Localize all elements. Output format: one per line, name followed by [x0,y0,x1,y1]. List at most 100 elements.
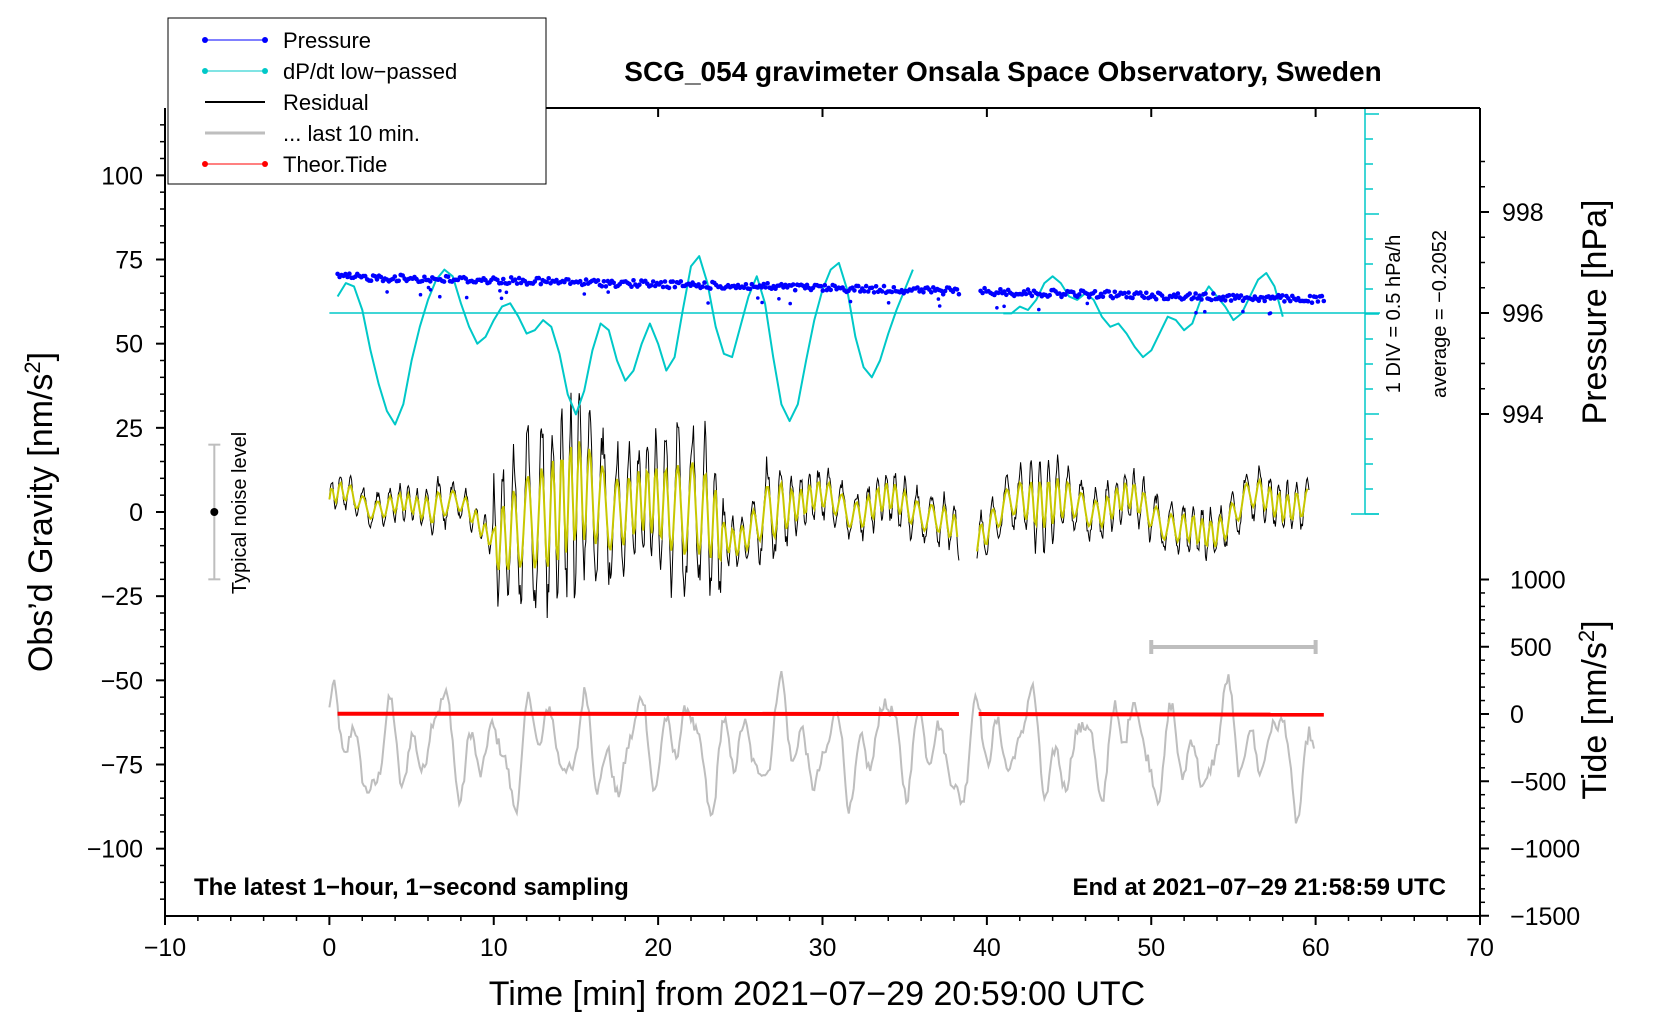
pressure-point [1084,291,1090,297]
pressure-point [1112,289,1118,295]
pressure-point [1126,290,1131,295]
series-residual-part2-smoothed [976,477,1309,552]
series-residual-part2 [976,454,1310,561]
pressure-point [1305,299,1311,304]
pressure-point [441,279,447,284]
pressure-axis-ticks: 998 996 994 [1480,160,1544,429]
tide-tick-label: 1000 [1510,567,1566,595]
pressure-point [1220,294,1226,300]
pressure-outlier [438,294,442,299]
note-sampling: The latest 1−hour, 1−second sampling [194,874,629,901]
legend-marker-tide [262,161,268,167]
pressure-point [577,278,583,284]
pressure-tick-label: 996 [1502,300,1544,328]
pressure-point [660,284,666,290]
pressure-point [1211,291,1216,296]
series-last-10-min [328,670,1315,824]
pressure-point [362,273,368,279]
chart-title: SCG_054 gravimeter Onsala Space Observat… [624,56,1381,87]
pressure-point [1321,298,1327,304]
pressure-point [881,283,887,289]
pressure-point [378,274,384,280]
pressure-point [1122,290,1127,296]
noise-level-indicator [208,443,221,581]
pressure-point [873,284,879,289]
pressure-point [856,283,861,289]
pressure-point [818,283,824,289]
pressure-point [891,285,897,290]
pressure-point [921,290,926,295]
pressure-point [658,280,664,285]
pressure-point [1144,290,1149,296]
pressure-point [996,290,1001,296]
pressure-point [512,277,518,283]
pressure-point [1228,298,1234,303]
pressure-point [648,283,654,288]
pressure-point [863,283,869,289]
legend-label-dpdt: dP/dt low−passed [283,59,457,84]
pressure-point [1175,291,1181,296]
pressure-outlier [582,292,587,296]
pressure-point [601,279,607,284]
pressure-point [631,278,636,283]
pressure-outlier [426,285,431,290]
y-tick-label: 25 [115,415,143,443]
pressure-outlier [1085,301,1090,306]
pressure-point [1238,293,1244,298]
note-end-time: End at 2021−07−29 21:58:59 UTC [1072,874,1446,901]
pressure-point [1002,289,1007,294]
pressure-point [1047,292,1052,298]
pressure-point [871,290,877,295]
x-tick-label: 20 [644,934,672,962]
x-tick-label: 0 [322,934,336,962]
pressure-point [1130,295,1135,301]
y-tick-label: −25 [101,583,143,611]
pressure-point [1209,297,1214,303]
pressure-point [1256,298,1262,304]
pressure-point [1309,300,1315,306]
series-tide-part2 [978,712,1324,717]
pressure-point [374,277,380,282]
pressure-point [759,285,764,290]
pressure-point [583,277,589,282]
pressure-point [1029,293,1035,299]
pressure-point [611,280,616,286]
pressure-point [392,274,398,279]
pressure-point [629,284,634,290]
pressure-point [1110,295,1116,301]
pressure-point [954,287,960,292]
pressure-point [347,271,352,277]
x-axis-title: Time [min] from 2021−07−29 20:59:00 UTC [489,975,1145,1013]
pressure-point [554,277,559,283]
pressure-point [522,278,528,284]
pressure-outlier [504,290,509,295]
pressure-outlier [1002,304,1006,309]
pressure-point [865,289,871,294]
pressure-point [852,288,857,293]
pressure-point [546,276,551,281]
pressure-point [368,278,374,284]
pressure-point [1280,293,1285,298]
pressure-point [1260,295,1265,300]
pressure-point [1203,291,1208,296]
pressure-point [1222,298,1228,303]
pressure-point [942,288,948,294]
pressure-point [956,291,962,297]
pressure-outlier [1267,311,1272,316]
tide-tick-label: −1500 [1510,903,1580,931]
pressure-outlier [1194,310,1198,315]
legend-item-last10: ... last 10 min. [205,121,420,146]
legend-marker-tide [202,161,208,167]
pressure-point [938,288,944,294]
pressure-outlier [937,304,942,308]
legend-label-tide: Theor.Tide [283,152,387,177]
y-tick-label: 50 [115,331,143,359]
series-layer [328,255,1380,824]
pressure-outlier [1241,309,1245,314]
x-tick-label: 10 [480,934,508,962]
pressure-point [700,284,705,290]
pressure-point [1057,291,1062,296]
y-axis-title: Obs’d Gravity [nm/s2] [20,352,60,672]
y-tick-label: 0 [129,499,143,527]
